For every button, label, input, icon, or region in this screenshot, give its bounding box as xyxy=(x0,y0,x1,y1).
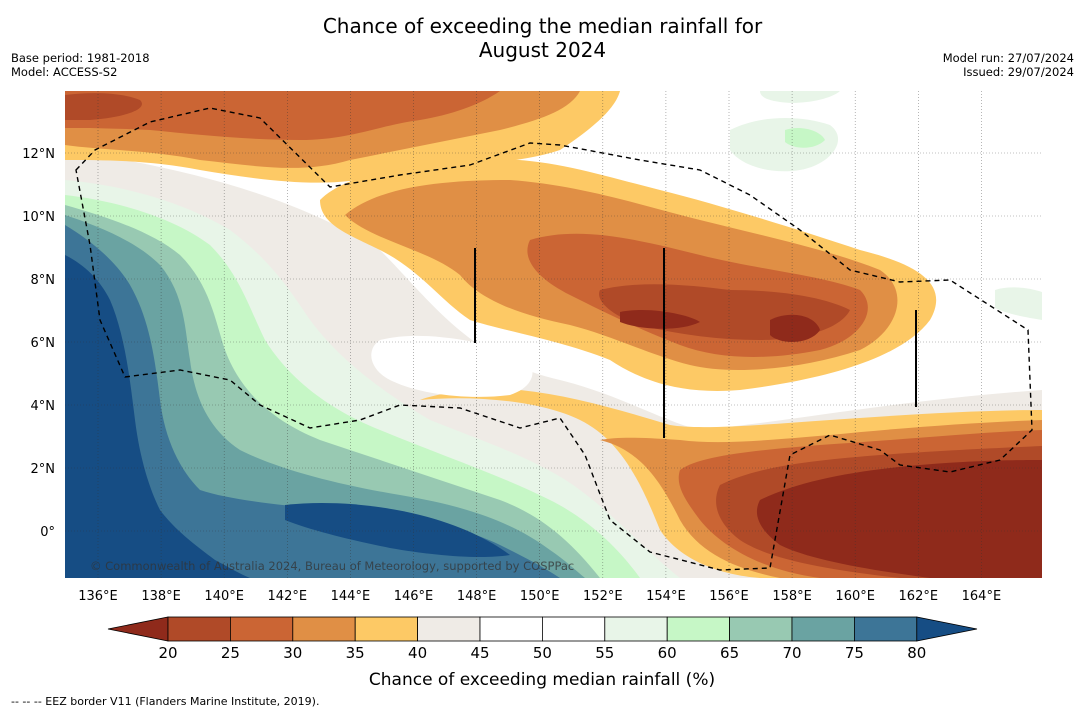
lon-label: 140°E xyxy=(204,589,244,604)
colorbar-segment xyxy=(729,616,793,642)
colorbar-segment xyxy=(354,616,419,642)
lat-label: 8°N xyxy=(31,273,56,288)
colorbar-segment xyxy=(666,616,731,642)
longitude-labels: 136°E 138°E 140°E 142°E 144°E 146°E 148°E 150°E… xyxy=(78,589,1001,604)
colorbar-extend-low xyxy=(107,616,169,642)
lon-label: 138°E xyxy=(141,589,181,604)
colorbar-tick: 35 xyxy=(346,644,365,662)
eez-border xyxy=(75,107,1033,571)
field-west-blue xyxy=(65,225,560,578)
field-central-darkest xyxy=(620,310,700,329)
lon-label: 146°E xyxy=(394,589,434,604)
colorbar-tick: 55 xyxy=(595,644,614,662)
colorbar-extend-high xyxy=(916,616,978,642)
lon-label: 158°E xyxy=(772,589,812,604)
colorbar-segment xyxy=(542,616,606,642)
field-north-darkest xyxy=(65,93,142,120)
colorbar-ticks: 20 25 30 35 40 45 50 55 60 65 70 75 80 xyxy=(158,644,926,662)
colorbar-segment xyxy=(854,616,918,642)
copyright-text: © Commonwealth of Australia 2024, Bureau… xyxy=(90,559,574,573)
metadata-right: Model run: 27/07/2024 Issued: 29/07/2024 xyxy=(943,51,1074,79)
lat-label: 0° xyxy=(40,525,55,540)
lat-label: 10°N xyxy=(22,210,55,225)
lon-label: 150°E xyxy=(520,589,560,604)
lon-label: 162°E xyxy=(899,589,939,604)
lat-label: 12°N xyxy=(22,147,55,162)
model-name: Model: ACCESS-S2 xyxy=(11,65,118,79)
field-north-dark xyxy=(65,91,500,140)
issued-date: Issued: 29/07/2024 xyxy=(963,65,1074,79)
colorbar-tick: 40 xyxy=(408,644,427,662)
model-run: Model run: 27/07/2024 xyxy=(942,51,1074,65)
lat-label: 2°N xyxy=(31,462,56,477)
lon-label: 148°E xyxy=(457,589,497,604)
lon-label: 142°E xyxy=(268,589,308,604)
base-period: Base period: 1981-2018 xyxy=(11,51,150,65)
field-white-patch xyxy=(371,335,533,397)
lon-label: 144°E xyxy=(331,589,371,604)
footer-note: -- -- -- EEZ border V11 (Flanders Marine… xyxy=(11,695,320,708)
field-central-darkest-2 xyxy=(770,314,820,342)
lon-label: 164°E xyxy=(962,589,1002,604)
colorbar-tick: 60 xyxy=(658,644,677,662)
colorbar-tick: 80 xyxy=(907,644,926,662)
colorbar-tick: 25 xyxy=(221,644,240,662)
colorbar-segment xyxy=(417,616,481,642)
lon-label: 136°E xyxy=(78,589,118,604)
lon-label: 160°E xyxy=(835,589,875,604)
field-west-darkblue xyxy=(65,255,250,578)
lon-label: 152°E xyxy=(583,589,623,604)
field-south-darkblue-patch xyxy=(285,503,510,558)
lon-label: 154°E xyxy=(646,589,686,604)
latitude-labels: 12°N 10°N 8°N 6°N 4°N 2°N 0° xyxy=(22,147,55,540)
colorbar-segment xyxy=(791,616,855,642)
metadata-left: Base period: 1981-2018 Model: ACCESS-S2 xyxy=(11,51,150,79)
graticule xyxy=(65,91,1042,578)
field-ne-green xyxy=(785,128,825,148)
colorbar-tick: 45 xyxy=(470,644,489,662)
colorbar-segment xyxy=(479,616,543,642)
colorbar-tick: 20 xyxy=(158,644,177,662)
colorbar-tick: 75 xyxy=(845,644,864,662)
lon-label: 156°E xyxy=(709,589,749,604)
colorbar-segment xyxy=(604,616,668,642)
colorbar-tick: 30 xyxy=(283,644,302,662)
colorbar-label: Chance of exceeding median rainfall (%) xyxy=(369,670,715,690)
field-e-lightgreen xyxy=(995,287,1042,320)
field-ne-lightgreen-2 xyxy=(760,91,840,103)
colorbar xyxy=(107,616,978,642)
field-south-darkest xyxy=(756,460,1042,578)
title-line-1: Chance of exceeding the median rainfall … xyxy=(322,14,763,38)
colorbar-tick: 50 xyxy=(533,644,552,662)
rainfall-map: © Commonwealth of Australia 2024, Bureau… xyxy=(22,91,1042,690)
map-field: © Commonwealth of Australia 2024, Bureau… xyxy=(65,91,1042,578)
colorbar-segment xyxy=(167,616,231,642)
title-line-2: August 2024 xyxy=(478,38,607,62)
colorbar-segment xyxy=(292,616,356,642)
colorbar-segment xyxy=(229,616,294,642)
colorbar-tick: 65 xyxy=(720,644,739,662)
lat-label: 6°N xyxy=(31,336,56,351)
lat-label: 4°N xyxy=(31,399,56,414)
colorbar-tick: 70 xyxy=(782,644,801,662)
chart-title: Chance of exceeding the median rainfall … xyxy=(0,14,1085,62)
